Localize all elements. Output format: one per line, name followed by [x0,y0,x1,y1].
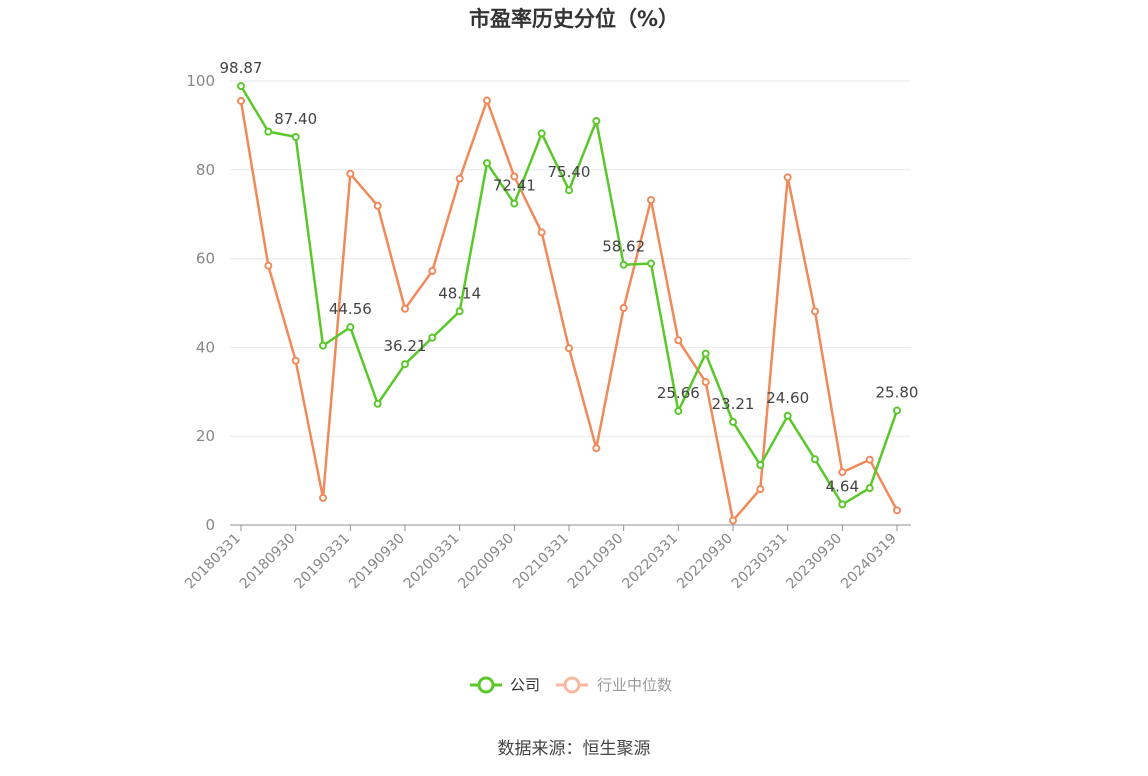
series-1-point [783,173,792,182]
x-tick-label: 20230331 [729,531,791,593]
data-label: 72.41 [493,176,536,194]
legend-item-industry[interactable]: 行业中位数 [556,676,672,694]
series-1-point [811,307,819,316]
series-1-point [674,336,683,345]
axes: 0 20 40 60 80 100 2018033120180930201903312019… [182,72,911,592]
series-0-point [565,186,573,195]
x-tick-label: 20190930 [346,531,408,593]
series-1-point [401,304,409,313]
data-source: 数据来源：恒生聚源 [498,739,651,759]
x-tick-label: 20210331 [510,531,572,593]
data-label: 44.56 [329,300,372,318]
x-tick-label: 20200331 [401,531,463,593]
data-label: 36.21 [384,337,427,355]
series-0-point [592,116,601,125]
series-0-point [346,323,355,332]
data-labels: 98.87 87.40 44.56 36.21 48.14 72.41 75.40 58.62… [220,59,919,495]
legend-industry-label: 行业中位数 [597,676,672,694]
x-tick-label: 20230930 [783,531,845,593]
series-1-point [510,172,519,181]
series-0-point [619,260,628,269]
series-1-point [428,267,437,276]
series-0-point [428,333,437,342]
data-label: 24.60 [766,389,809,407]
legend-industry-marker-icon [563,676,581,694]
data-label: 48.14 [438,284,481,302]
series-0-point [838,500,847,509]
series-1-point [729,516,737,525]
y-tick-label: 80 [196,161,215,179]
series-0-point [893,406,901,415]
series-0-point [237,82,245,91]
series-1-point [592,444,601,453]
series-1-point [455,174,464,183]
data-label: 87.40 [274,110,317,128]
y-tick-label: 40 [196,338,215,356]
series-1-point [319,493,327,502]
legend-company-marker-icon [477,676,495,694]
series-0-point [701,349,710,358]
data-label: 23.21 [712,395,755,413]
series-1-point [537,228,546,237]
series-0-point [291,132,300,141]
series-1-point [237,96,245,105]
x-tick-label: 20200930 [455,531,517,593]
x-tick-label: 20180331 [182,531,244,593]
legend-company-label: 公司 [510,676,540,694]
y-tick-label: 20 [196,427,215,445]
series-1-point [838,468,847,477]
series-0-point [647,259,655,268]
series-0-point [483,159,491,168]
legend-item-company[interactable]: 公司 [470,676,540,694]
x-tick-label: 20220331 [619,531,681,593]
series-0-point [319,341,327,350]
series-1-point [893,506,901,515]
series-1-point [647,195,655,204]
series-0-point [537,129,546,138]
series-1-point [701,378,710,387]
series-0-point [783,411,792,420]
y-tick-label: 60 [196,250,215,268]
series-1-point [346,169,355,178]
x-tick-label: 20190331 [291,531,353,593]
data-label: 98.87 [220,59,263,77]
series-0-point [811,455,819,464]
legend[interactable]: 公司 行业中位数 [470,676,672,694]
series-1-point [865,455,874,464]
series-0-point [401,360,409,369]
series-1-point [565,344,573,353]
series-1-point [619,303,628,312]
data-label: 25.80 [876,383,919,401]
series-0-point [455,307,464,316]
series-1-point [756,485,765,494]
series-0-point [510,199,519,208]
series-0-point [729,417,737,426]
x-tick-label: 20180930 [237,531,299,593]
data-label: 75.40 [548,163,591,181]
data-label: 58.62 [602,238,645,256]
series-0-point [674,407,683,416]
y-tick-label: 100 [186,72,215,90]
series-1-point [291,356,300,365]
chart-title: 市盈率历史分位（%） [469,7,679,31]
series-1-point [264,261,273,270]
series-0-point [264,127,273,136]
series-0-point [756,461,765,470]
y-tick-label: 0 [205,516,215,534]
series-0-point [865,484,874,493]
data-label: 25.66 [657,384,700,402]
series-1-point [373,201,382,210]
series-1-point [483,96,491,105]
series-0-point [373,399,382,408]
data-label: 4.64 [826,477,859,495]
x-tick-label: 20240319 [838,531,900,593]
series [237,82,901,525]
x-tick-label: 20220930 [674,531,736,593]
x-tick-label: 20210930 [565,531,627,593]
